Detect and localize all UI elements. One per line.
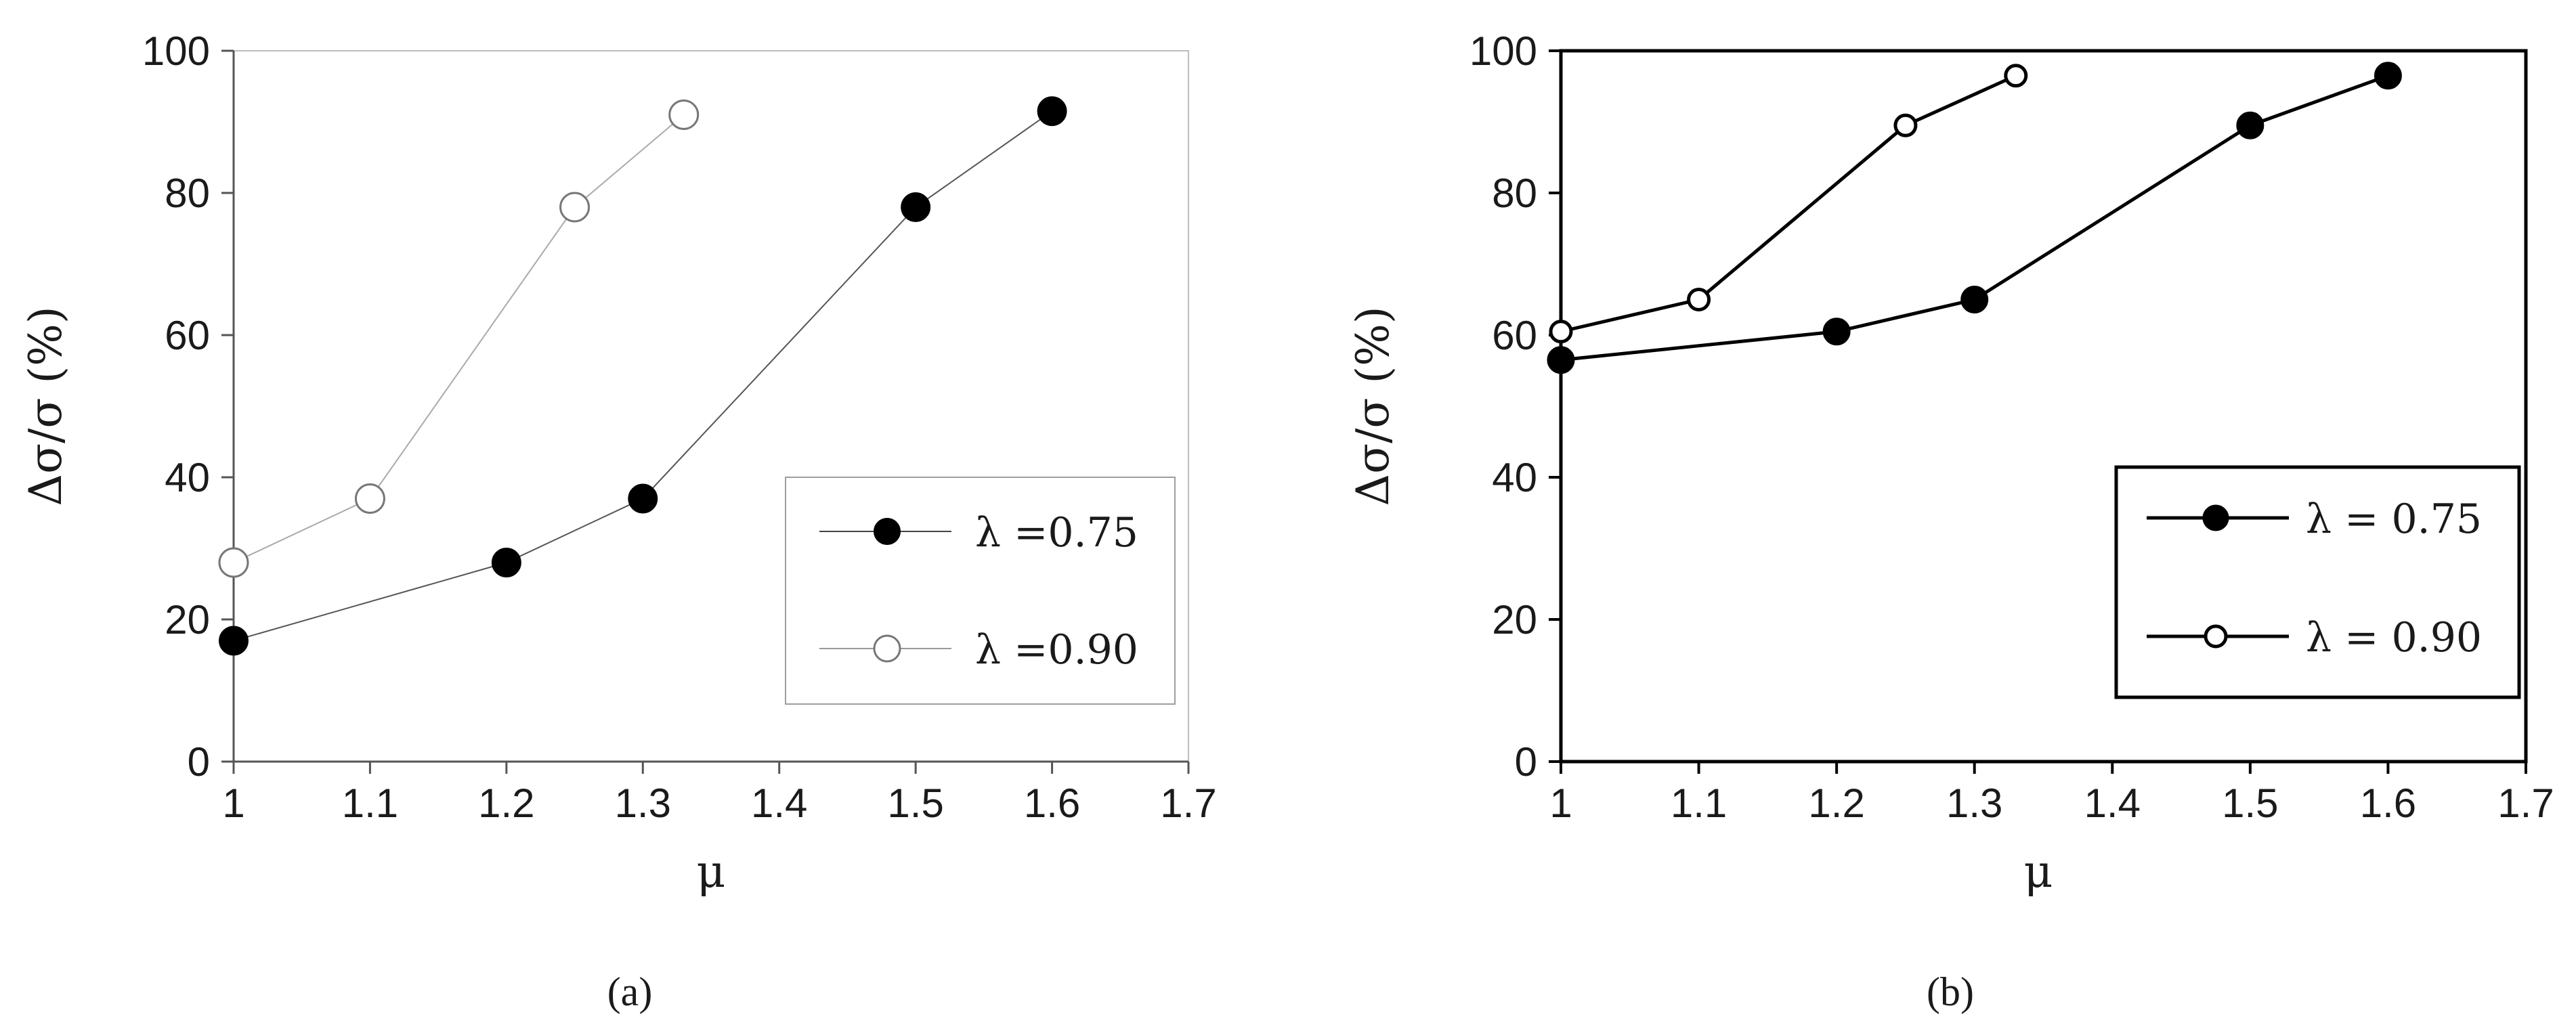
x-tick-label: 1.6 (2360, 781, 2416, 826)
x-tick-label: 1.2 (1808, 781, 1864, 826)
data-point-series-1 (354, 483, 385, 514)
data-point-series-0 (628, 483, 658, 514)
series-line-1 (233, 114, 685, 563)
x-tick-label: 1.3 (1946, 781, 2002, 826)
data-point-series-0 (901, 192, 931, 222)
y-tick-label: 0 (1515, 739, 1537, 785)
x-tick-label: 1.6 (1024, 781, 1080, 826)
series-line-0 (1560, 74, 2389, 362)
x-axis-title-a: μ (697, 846, 726, 898)
y-axis-title-a: Δσ/σ (%) (20, 306, 72, 506)
legend-label-0-b: λ = 0.75 (2306, 496, 2482, 543)
x-tick-label: 1.5 (887, 781, 943, 826)
legend-marker-1-b (2204, 624, 2228, 649)
x-tick-label: 1.7 (1160, 781, 1216, 826)
axis-ticks-a: 1 1.1 1.2 1.3 1.4 1.5 1.6 1.7 0 20 40 60 80 100 (142, 28, 1217, 826)
y-axis-title-b: Δσ/σ (%) (1347, 306, 1399, 506)
y-tick-label: 40 (165, 455, 210, 500)
axis-ticks-b: 1 1.1 1.2 1.3 1.4 1.5 1.6 1.7 0 20 40 60 80 100 (1469, 28, 2554, 826)
data-point-series-0 (219, 626, 249, 656)
data-point-series-0 (1547, 346, 1575, 374)
x-tick-label: 1 (1549, 781, 1572, 826)
plot-frame-b (1559, 49, 2528, 764)
data-point-series-1 (668, 100, 700, 130)
data-point-series-1 (1549, 320, 1573, 344)
y-tick-label: 20 (1492, 597, 1537, 642)
y-tick-label: 80 (1492, 171, 1537, 216)
data-point-series-0 (491, 548, 521, 577)
legend-label-1-a: λ =0.90 (975, 626, 1138, 674)
x-tick-label: 1.4 (2084, 781, 2141, 826)
legend-label-0-a: λ =0.75 (975, 509, 1138, 556)
y-tick-label: 40 (1492, 455, 1537, 500)
data-point-series-1 (218, 547, 249, 578)
data-point-series-0 (1822, 318, 1851, 346)
legend-marker-0-b (2202, 504, 2229, 531)
legend-marker-1-a (873, 634, 901, 663)
y-tick-label: 0 (188, 739, 210, 785)
x-tick-label: 1.4 (751, 781, 807, 826)
legend-marker-0-a (874, 518, 901, 545)
series-line-1 (1560, 74, 2017, 334)
y-tick-label: 60 (1492, 313, 1537, 358)
series-group-b (1547, 62, 2402, 374)
x-tick-label: 1.7 (2497, 781, 2554, 826)
y-tick-label: 20 (165, 597, 210, 642)
x-tick-label: 1 (222, 781, 244, 826)
x-tick-label: 1.1 (342, 781, 398, 826)
data-point-series-1 (559, 192, 591, 223)
data-point-series-0 (2236, 111, 2264, 139)
chart-panel-b: 1 1.1 1.2 1.3 1.4 1.5 1.6 1.7 0 20 40 60 80 100 μ Δσ/… (1347, 28, 2554, 1014)
series-group-a (218, 96, 1067, 656)
legend-b: λ = 0.75 λ = 0.90 (2114, 465, 2521, 699)
data-point-series-0 (1037, 96, 1067, 127)
caption-b: (b) (1927, 969, 1974, 1014)
data-point-series-0 (2374, 62, 2402, 90)
data-point-series-1 (2004, 64, 2028, 88)
y-tick-label: 80 (165, 171, 210, 216)
y-tick-label: 60 (165, 313, 210, 358)
legend-frame-a (785, 477, 1176, 705)
x-tick-label: 1.3 (615, 781, 671, 826)
legend-label-1-b: λ = 0.90 (2306, 614, 2482, 661)
y-tick-label: 100 (1469, 28, 1537, 74)
legend-frame-b (2114, 465, 2521, 699)
x-tick-label: 1.2 (478, 781, 534, 826)
legend-a: λ =0.75 λ =0.90 (785, 477, 1176, 705)
y-tick-label: 100 (142, 28, 210, 74)
data-point-series-0 (1960, 286, 1989, 313)
data-point-series-1 (1893, 113, 1918, 137)
chart-panel-a: 1 1.1 1.2 1.3 1.4 1.5 1.6 1.7 0 20 40 60 80 100 μ Δσ/… (20, 28, 1217, 1014)
x-tick-label: 1.1 (1671, 781, 1727, 826)
caption-a: (a) (607, 969, 653, 1014)
data-point-series-1 (1687, 288, 1711, 311)
x-tick-label: 1.5 (2222, 781, 2278, 826)
x-axis-title-b: μ (2024, 846, 2053, 898)
